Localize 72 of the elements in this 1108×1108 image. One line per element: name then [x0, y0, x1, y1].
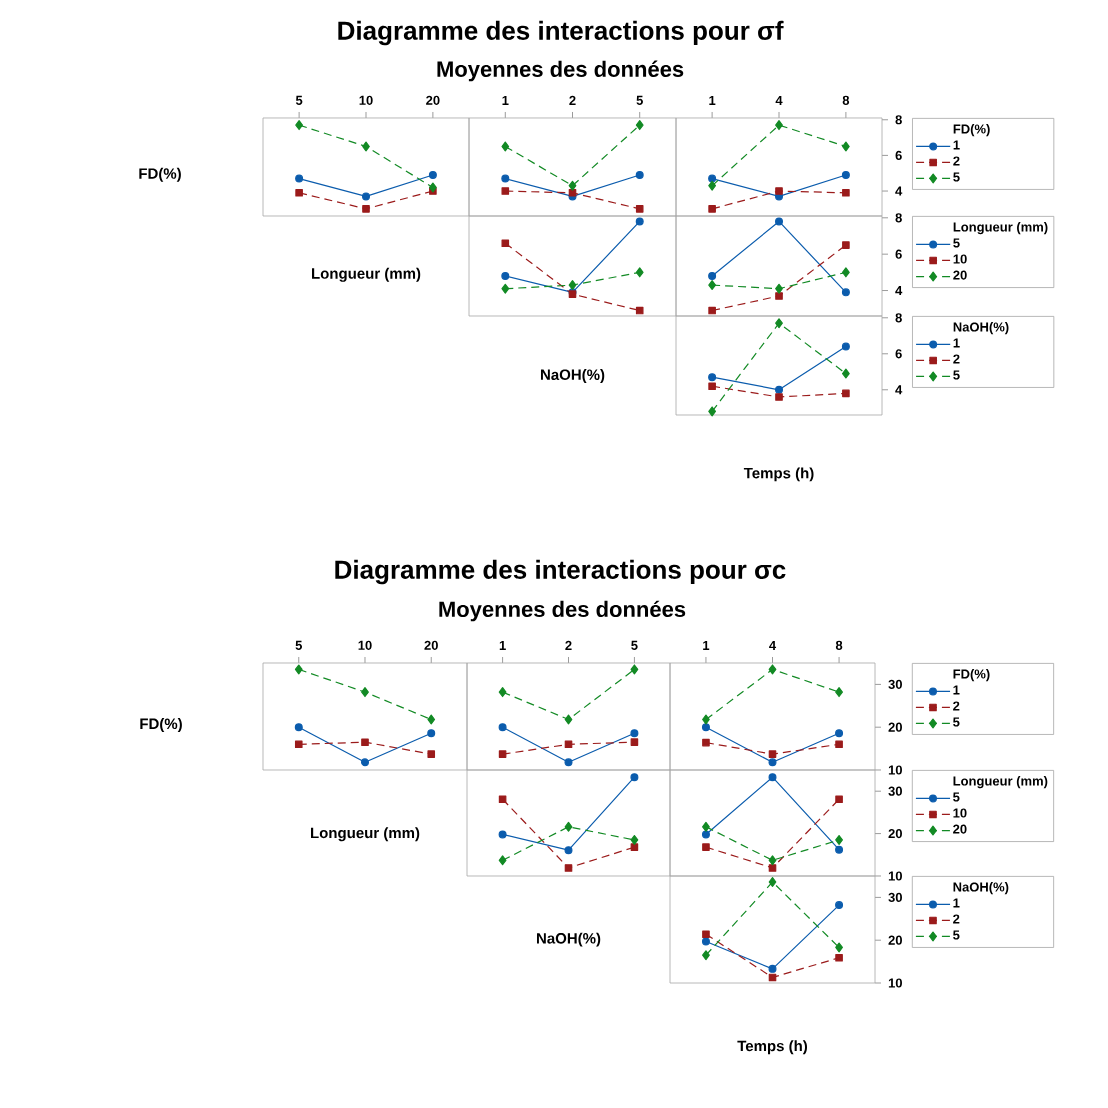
y-tick-label: 6	[895, 349, 902, 359]
legend-title: Longueur (mm)	[953, 222, 1048, 235]
y-tick-label: 8	[895, 115, 902, 125]
x-tick-label: 4	[775, 95, 783, 105]
legend-title: NaOH(%)	[953, 882, 1009, 895]
legend-title: FD(%)	[953, 124, 990, 137]
chart-subtitle: Moyennes des données	[437, 60, 684, 82]
legend-label: 20	[953, 824, 967, 834]
legend-label: 10	[953, 808, 967, 818]
x-tick-label: 5	[295, 640, 303, 650]
y-tick-label: 6	[895, 150, 902, 160]
legend-label: 20	[953, 270, 967, 280]
x-axis-title: Temps (h)	[737, 1040, 808, 1055]
x-tick-label: 1	[499, 640, 506, 650]
y-tick-label: 20	[888, 935, 902, 945]
y-tick-label: 20	[888, 722, 902, 732]
x-tick-label: 5	[636, 95, 643, 105]
legend-label: 1	[953, 140, 960, 150]
y-axis-title: FD(%)	[139, 167, 181, 182]
x-tick-label: 10	[358, 640, 372, 650]
y-tick-label: 10	[888, 871, 902, 881]
chart-title: Diagramme des interactions pour σf	[338, 20, 784, 46]
legend-label: 5	[953, 930, 960, 940]
legend-label: 2	[953, 354, 960, 364]
legend-label: 5	[953, 792, 960, 802]
legend-label: 2	[953, 914, 960, 924]
y-tick-label: 10	[888, 978, 902, 988]
legend-label: 2	[953, 156, 960, 166]
x-axis-title: Temps (h)	[743, 467, 814, 482]
y-tick-label: 10	[888, 765, 902, 775]
legend-label: 1	[953, 338, 960, 348]
y-tick-label: 20	[888, 829, 902, 839]
x-tick-label: 4	[769, 640, 777, 650]
legend-label: 5	[953, 717, 960, 727]
y-tick-label: 30	[888, 892, 902, 903]
x-tick-label: 8	[842, 95, 850, 105]
legend-label: 10	[953, 254, 967, 264]
legend-title: FD(%)	[953, 669, 990, 682]
x-tick-label: 20	[424, 640, 438, 650]
y-tick-label: 4	[895, 385, 903, 395]
x-axis-title: Longueur (mm)	[312, 267, 421, 282]
y-axis-title: FD(%)	[140, 718, 182, 733]
x-tick-label: 8	[835, 640, 843, 650]
x-tick-label: 2	[565, 640, 572, 650]
chart-title: Diagramme des interactions pour σc	[335, 559, 786, 585]
legend-label: 2	[953, 701, 960, 711]
legend-label: 5	[953, 172, 960, 182]
y-tick-label: 8	[895, 313, 902, 323]
y-tick-label: 4	[895, 286, 903, 296]
legend-label: 5	[953, 238, 960, 248]
x-tick-label: 1	[502, 95, 509, 105]
y-tick-label: 8	[895, 213, 902, 223]
legend-title: NaOH(%)	[953, 322, 1009, 335]
y-tick-label: 30	[888, 786, 902, 796]
legend-label: 1	[953, 898, 960, 908]
x-axis-title: Longueur (mm)	[311, 827, 420, 842]
legend-label: 1	[953, 685, 960, 695]
x-tick-label: 5	[631, 640, 638, 650]
x-axis-title: NaOH(%)	[537, 932, 601, 947]
y-tick-label: 30	[888, 679, 902, 690]
y-tick-label: 4	[895, 186, 903, 196]
x-tick-label: 1	[703, 640, 710, 650]
x-tick-label: 20	[426, 95, 440, 105]
x-tick-label: 1	[709, 95, 716, 105]
x-tick-label: 5	[295, 95, 303, 105]
x-axis-title: NaOH(%)	[541, 369, 605, 383]
y-tick-label: 6	[895, 249, 902, 259]
legend-label: 5	[953, 370, 960, 380]
chart-subtitle: Moyennes des données	[439, 600, 686, 622]
x-tick-label: 10	[359, 95, 373, 105]
legend-title: Longueur (mm)	[953, 776, 1048, 789]
x-tick-label: 2	[569, 95, 576, 105]
